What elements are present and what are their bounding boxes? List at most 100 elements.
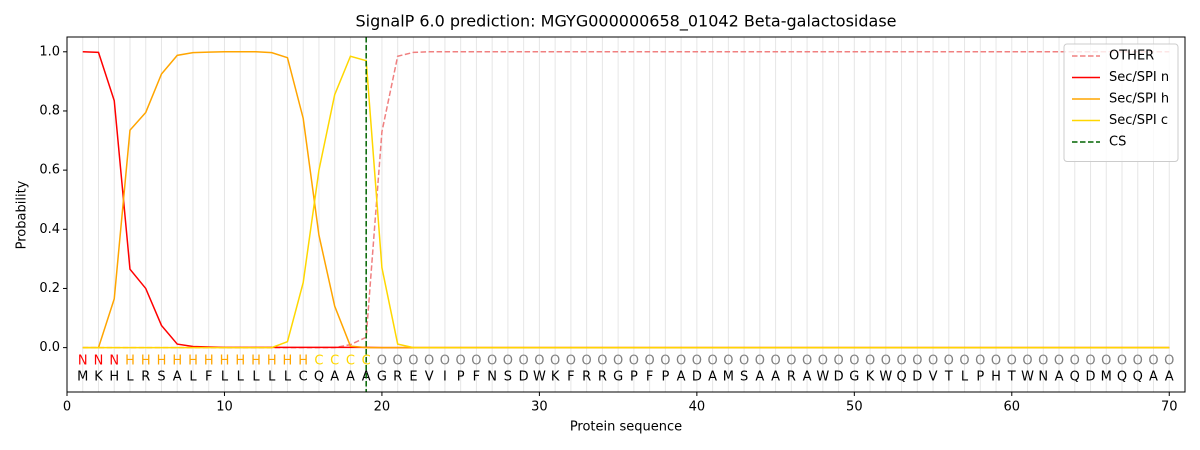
residue: P bbox=[661, 370, 669, 385]
residue: P bbox=[457, 370, 465, 385]
series-line bbox=[82, 55, 1170, 349]
residue-label: N bbox=[109, 354, 119, 369]
residue-label: O bbox=[1038, 354, 1048, 369]
residue-label: O bbox=[912, 354, 922, 369]
residue: H bbox=[991, 370, 1001, 385]
residue: D bbox=[912, 370, 922, 385]
chart-title: SignalP 6.0 prediction: MGYG000000658_01… bbox=[355, 12, 896, 32]
residue: V bbox=[929, 370, 938, 385]
residue-label: H bbox=[172, 354, 182, 369]
x-tick-label: 40 bbox=[689, 400, 706, 415]
residue: A bbox=[1165, 370, 1174, 385]
residue: V bbox=[425, 370, 434, 385]
residue: L bbox=[126, 370, 134, 385]
residue-label: O bbox=[723, 354, 733, 369]
x-tick-label: 20 bbox=[374, 400, 391, 415]
x-tick-label: 50 bbox=[846, 400, 863, 415]
residue: M bbox=[723, 370, 734, 385]
residue: F bbox=[473, 370, 480, 385]
residue-label: H bbox=[267, 354, 277, 369]
residue-label: O bbox=[597, 354, 607, 369]
residue-label: O bbox=[802, 354, 812, 369]
residue-label: O bbox=[739, 354, 749, 369]
residue-label: O bbox=[487, 354, 497, 369]
residue-label: O bbox=[534, 354, 544, 369]
residue-label: O bbox=[1164, 354, 1174, 369]
residue-label: C bbox=[314, 354, 323, 369]
x-tick-label: 60 bbox=[1004, 400, 1021, 415]
residue: F bbox=[205, 370, 212, 385]
residue-label: O bbox=[660, 354, 670, 369]
residue-label: O bbox=[770, 354, 780, 369]
residue: T bbox=[1007, 370, 1016, 385]
residue: E bbox=[409, 370, 417, 385]
residue-label: O bbox=[503, 354, 513, 369]
residue-label: O bbox=[833, 354, 843, 369]
residue: A bbox=[173, 370, 182, 385]
residue-label: O bbox=[1133, 354, 1143, 369]
residue-label: O bbox=[1117, 354, 1127, 369]
residue: A bbox=[1055, 370, 1064, 385]
residue-label: O bbox=[896, 354, 906, 369]
residue: L bbox=[284, 370, 292, 385]
residue-label: O bbox=[566, 354, 576, 369]
residue: K bbox=[551, 370, 560, 385]
series-line bbox=[82, 51, 1170, 349]
residue-label: O bbox=[377, 354, 387, 369]
residue-label: O bbox=[944, 354, 954, 369]
residue: C bbox=[299, 370, 308, 385]
residue-label: O bbox=[928, 354, 938, 369]
residue-label: O bbox=[1054, 354, 1064, 369]
y-tick-label: 0.6 bbox=[39, 163, 60, 178]
residue: A bbox=[330, 370, 339, 385]
residue-label: O bbox=[1101, 354, 1111, 369]
residue: R bbox=[598, 370, 607, 385]
y-axis-label: Probability bbox=[15, 180, 30, 249]
series-line bbox=[82, 51, 1170, 349]
legend-label: CS bbox=[1109, 135, 1126, 150]
residue-label: O bbox=[849, 354, 859, 369]
residue-label: H bbox=[220, 354, 230, 369]
residue: P bbox=[630, 370, 638, 385]
residue-label: O bbox=[707, 354, 717, 369]
residue: L bbox=[189, 370, 197, 385]
residue: P bbox=[976, 370, 984, 385]
residue: Q bbox=[1117, 370, 1127, 385]
residue-label: O bbox=[1148, 354, 1158, 369]
residue-label: O bbox=[818, 354, 828, 369]
residue: A bbox=[803, 370, 812, 385]
residue: N bbox=[487, 370, 497, 385]
residue: M bbox=[1101, 370, 1112, 385]
residue-label: O bbox=[676, 354, 686, 369]
residue: K bbox=[94, 370, 103, 385]
x-tick-label: 0 bbox=[63, 400, 71, 415]
residue-label: H bbox=[251, 354, 261, 369]
residue-label: O bbox=[645, 354, 655, 369]
residue: R bbox=[393, 370, 402, 385]
residue: S bbox=[157, 370, 165, 385]
y-tick-label: 0.2 bbox=[39, 281, 60, 296]
residue: A bbox=[708, 370, 717, 385]
residue: H bbox=[109, 370, 119, 385]
y-tick-label: 1.0 bbox=[39, 44, 60, 59]
residue: M bbox=[77, 370, 88, 385]
x-axis-label: Protein sequence bbox=[570, 420, 682, 435]
residue-label: H bbox=[125, 354, 135, 369]
residue: A bbox=[755, 370, 764, 385]
residue-label: O bbox=[692, 354, 702, 369]
legend: OTHER Sec/SPI n Sec/SPI h Sec/SPI c CS bbox=[1063, 43, 1179, 162]
plot-frame bbox=[66, 36, 1186, 393]
residue-label: O bbox=[408, 354, 418, 369]
x-tick-label: 10 bbox=[216, 400, 233, 415]
residue-label: O bbox=[786, 354, 796, 369]
residue-label: O bbox=[550, 354, 560, 369]
legend-label: Sec/SPI c bbox=[1109, 113, 1168, 128]
residue-label: O bbox=[440, 354, 450, 369]
residue: W bbox=[533, 370, 546, 385]
residue: W bbox=[879, 370, 892, 385]
residue: R bbox=[787, 370, 796, 385]
residue: G bbox=[849, 370, 859, 385]
residue-label: H bbox=[141, 354, 151, 369]
residue-label: O bbox=[471, 354, 481, 369]
